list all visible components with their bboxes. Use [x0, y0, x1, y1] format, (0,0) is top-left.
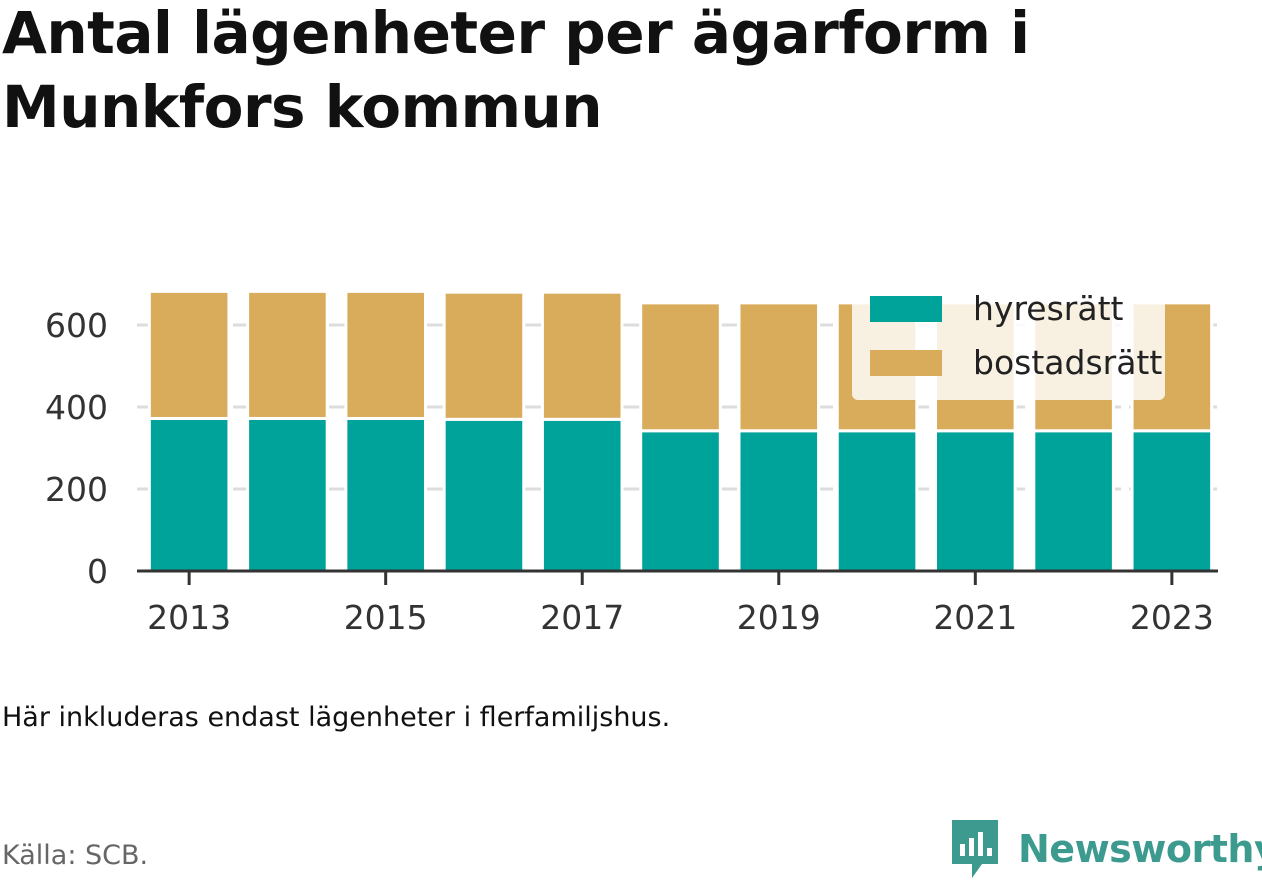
- bar-hyresratt: [147, 416, 231, 573]
- y-tick-label: 0: [87, 552, 108, 591]
- x-tick-label: 2023: [1130, 598, 1214, 637]
- x-tick-label: 2015: [344, 598, 428, 637]
- bar-bostadsratt: [737, 301, 821, 433]
- bar-bostadsratt: [442, 290, 526, 421]
- bar-hyresratt: [737, 429, 821, 573]
- bar-bostadsratt: [639, 301, 722, 433]
- bar-bostadsratt: [246, 289, 329, 420]
- newsworthy-logo-icon: [952, 820, 998, 878]
- bar-bostadsratt: [540, 290, 624, 421]
- legend-label: hyresrätt: [973, 289, 1124, 328]
- bar-bostadsratt: [344, 289, 427, 420]
- bar-hyresratt: [540, 417, 624, 573]
- bar-hyresratt: [1032, 429, 1115, 573]
- y-tick-label: 400: [45, 388, 108, 427]
- bar-hyresratt: [835, 429, 919, 573]
- x-tick-label: 2019: [737, 598, 821, 637]
- x-tick-label: 2017: [540, 598, 624, 637]
- legend: hyresrätt bostadsrätt: [852, 288, 1165, 400]
- y-tick-label: 200: [45, 470, 108, 509]
- brand-name: Newsworthy: [1018, 827, 1262, 871]
- bar-hyresratt: [639, 429, 722, 573]
- y-tick-label: 600: [45, 306, 108, 345]
- x-tick-label: 2021: [933, 598, 1017, 637]
- bar-hyresratt: [246, 416, 329, 573]
- bar-hyresratt: [934, 429, 1017, 573]
- legend-label: bostadsrätt: [973, 343, 1162, 382]
- stacked-bar-chart: 0 200 400 600 2013 2015 2017 2019 2021 2023 hyres…: [45, 288, 1218, 637]
- legend-swatch: [870, 296, 942, 322]
- brand-logo: Newsworthy: [950, 818, 1262, 880]
- bar-hyresratt: [1130, 429, 1214, 573]
- bar-hyresratt: [442, 417, 526, 573]
- bar-bostadsratt: [147, 289, 231, 420]
- axes: 0 200 400 600 2013 2015 2017 2019 2021 2023: [45, 306, 1218, 637]
- chart-title: Antal lägenheter per ägarform i Munkfors…: [2, 0, 1030, 141]
- chart-note: Här inkluderas endast lägenheter i flerf…: [2, 702, 671, 733]
- legend-swatch: [870, 350, 942, 376]
- x-tick-label: 2013: [147, 598, 231, 637]
- source-text: Källa: SCB.: [2, 840, 149, 871]
- bar-hyresratt: [344, 416, 427, 573]
